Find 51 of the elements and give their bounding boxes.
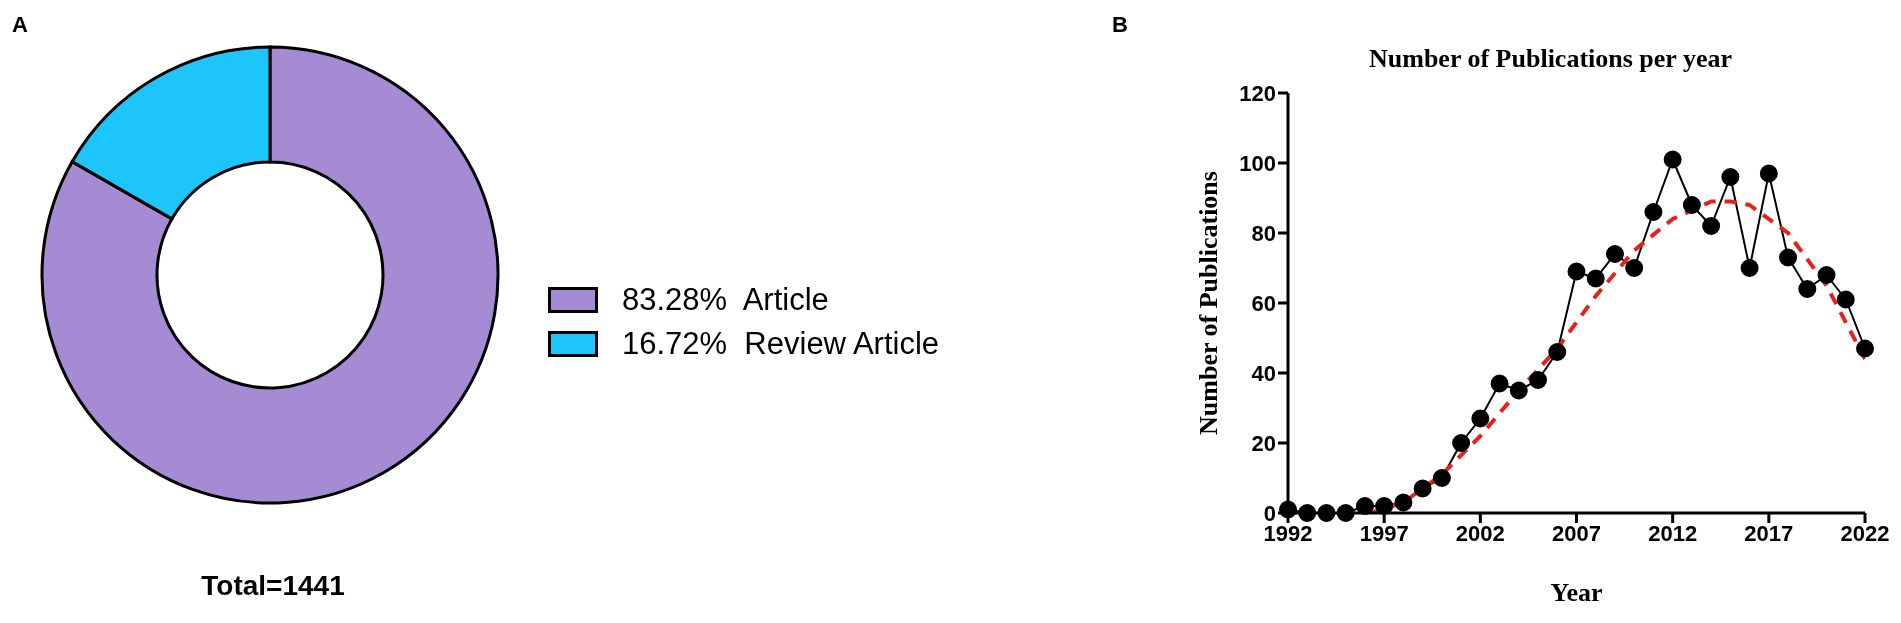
point [1798,280,1817,298]
point [1817,266,1836,284]
x-tick-label: 2012 [1648,520,1698,546]
x-axis-title: Year [1550,578,1603,608]
point [1317,504,1336,522]
y-tick-label: 100 [1239,150,1276,176]
point [1567,262,1586,281]
point [1702,217,1721,235]
point [1721,168,1740,186]
point [1355,497,1374,515]
point [1836,290,1855,309]
point [1740,259,1759,277]
point [1432,469,1451,487]
point [1625,259,1644,277]
y-tick-label: 60 [1251,290,1276,316]
x-tick-label: 2002 [1455,520,1505,546]
point [1682,196,1701,214]
point [1529,371,1548,389]
chart-title: Number of Publications per year [1368,44,1733,74]
x-tick-label: 2022 [1840,520,1890,546]
x-tick-label: 2007 [1552,520,1601,546]
point [1548,343,1567,361]
legend-label: 16.72% Review Article [622,326,940,362]
point [1394,493,1413,512]
y-tick-label: 80 [1251,220,1276,246]
y-axis-title: Number of Publications [1194,171,1224,435]
point [1663,150,1682,169]
donut-slice [40,45,500,505]
point [1509,381,1528,400]
point [1586,269,1605,288]
point [1759,164,1778,183]
point [1605,245,1624,263]
point [1779,248,1798,267]
x-tick-label: 2017 [1744,520,1794,546]
legend-label: 83.28% Article [622,282,829,318]
point [1452,434,1471,452]
text: B [1112,12,1128,38]
y-tick-label: 40 [1251,360,1276,386]
y-tick-label: 120 [1239,80,1276,106]
x-tick-label: 1997 [1359,520,1409,546]
text: Total=1441 [200,570,346,602]
point [1298,504,1317,522]
y-tick-label: 20 [1251,430,1276,456]
point [1336,504,1355,522]
point [1471,409,1490,428]
point [1644,203,1663,221]
point [1413,479,1432,498]
text: A [12,12,28,38]
point [1375,497,1394,515]
point [1856,339,1874,358]
point [1490,374,1509,393]
